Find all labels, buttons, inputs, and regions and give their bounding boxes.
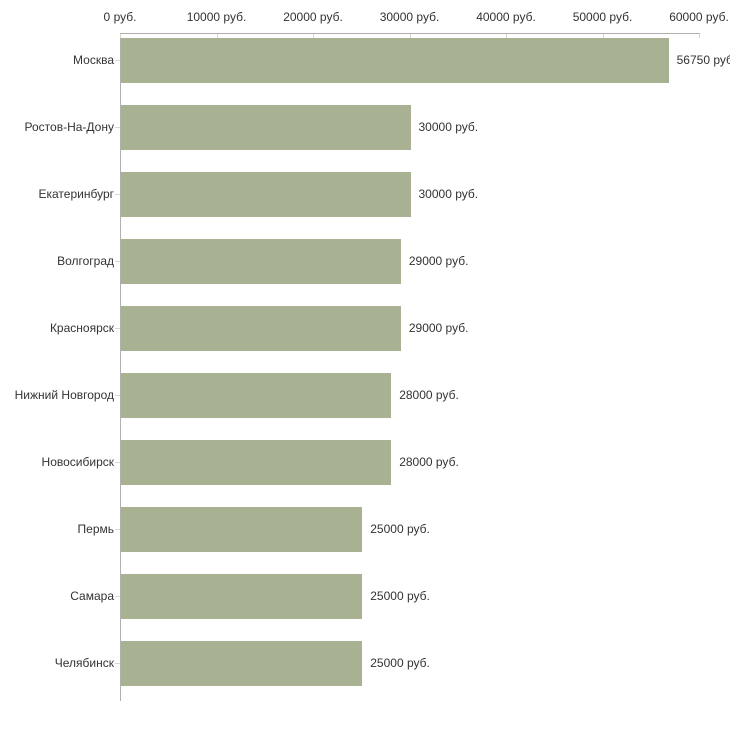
- x-axis-tick-label: 30000 руб.: [379, 10, 440, 24]
- city-label: Екатеринбург: [38, 187, 115, 201]
- chart-row: Новосибирск 28000 руб.: [0, 435, 730, 502]
- x-axis-tick-label: 20000 руб.: [283, 10, 343, 24]
- x-axis-tick-mark: [120, 34, 121, 38]
- y-axis-tick-mark: [115, 596, 120, 597]
- x-axis-tick-mark: [216, 34, 218, 38]
- chart-row: Нижний Новгород 28000 руб.: [0, 368, 730, 435]
- city-label: Красноярск: [49, 321, 114, 335]
- chart-row: Пермь 25000 руб.: [0, 502, 730, 569]
- x-axis-tick-mark: [506, 34, 507, 38]
- salary-bar: [121, 172, 411, 217]
- y-axis-tick-mark: [115, 395, 120, 396]
- y-axis-tick-mark: [115, 261, 120, 262]
- chart-row: Челябинск 25000 руб.: [0, 636, 730, 703]
- value-label: 30000 руб.: [418, 120, 479, 134]
- city-label: Новосибирск: [41, 455, 114, 469]
- salary-bar: [121, 38, 669, 83]
- salary-bar: [121, 373, 392, 418]
- salary-bar: [121, 306, 401, 351]
- y-axis-tick-mark: [115, 462, 120, 463]
- x-axis-line: [120, 33, 700, 34]
- city-label: Москва: [73, 53, 114, 67]
- city-label: Ростов-На-Дону: [24, 120, 114, 134]
- x-axis-tick-label: 40000 руб.: [476, 10, 536, 24]
- value-label: 25000 руб.: [370, 656, 430, 670]
- value-label: 25000 руб.: [370, 589, 430, 603]
- value-label: 30000 руб.: [418, 187, 479, 201]
- salary-bar: [121, 574, 363, 619]
- city-label: Волгоград: [57, 254, 114, 268]
- y-axis-tick-mark: [115, 127, 120, 128]
- city-label: Самара: [70, 589, 114, 603]
- salary-bar: [121, 105, 411, 150]
- value-label: 28000 руб.: [399, 388, 459, 402]
- y-axis-tick-mark: [115, 663, 120, 664]
- x-axis-tick-mark: [699, 34, 700, 38]
- salary-bar: [121, 507, 363, 552]
- chart-row: Волгоград 29000 руб.: [0, 234, 730, 301]
- x-axis-tick-label: 10000 руб.: [186, 10, 247, 24]
- city-label: Нижний Новгород: [14, 388, 114, 402]
- chart-row: Москва 56750 руб: [0, 33, 730, 100]
- x-axis-tick-label: 50000 руб.: [572, 10, 633, 24]
- x-axis-tick-mark: [602, 34, 604, 38]
- chart-row: Самара 25000 руб.: [0, 569, 730, 636]
- chart-rows: Москва 56750 руб Ростов-На-Дону 30000 руб. Е…: [0, 33, 730, 703]
- y-axis-tick-mark: [115, 529, 120, 530]
- value-label: 28000 руб.: [399, 455, 459, 469]
- salary-bar: [121, 641, 363, 686]
- x-axis-tick-label: 0 руб.: [103, 10, 137, 24]
- chart-row: Екатеринбург 30000 руб.: [0, 167, 730, 234]
- value-label: 29000 руб.: [408, 321, 469, 335]
- y-axis-tick-mark: [115, 328, 120, 329]
- chart-row: Ростов-На-Дону 30000 руб.: [0, 100, 730, 167]
- salary-bar: [121, 440, 392, 485]
- value-label: 29000 руб.: [408, 254, 469, 268]
- chart-row: Красноярск 29000 руб.: [0, 301, 730, 368]
- salary-bar: [121, 239, 401, 284]
- value-label: 25000 руб.: [370, 522, 430, 536]
- city-label: Челябинск: [54, 656, 114, 670]
- x-axis-tick-mark: [409, 34, 411, 38]
- y-axis-line: [120, 33, 121, 701]
- value-label: 56750 руб: [676, 53, 730, 67]
- city-label: Пермь: [77, 522, 114, 536]
- x-axis-tick-label: 60000 руб.: [669, 10, 729, 24]
- y-axis-tick-mark: [115, 60, 120, 61]
- y-axis-tick-mark: [115, 194, 120, 195]
- x-axis-tick-mark: [313, 34, 314, 38]
